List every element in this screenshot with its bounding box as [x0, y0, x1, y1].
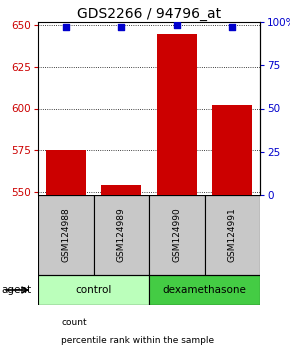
Bar [212, 105, 252, 195]
Bar [204, 195, 260, 275]
Bar [149, 275, 260, 305]
Text: count: count [61, 318, 87, 327]
Bar [46, 150, 86, 195]
Bar [101, 185, 141, 195]
Bar [149, 195, 204, 275]
Bar [157, 34, 197, 195]
Text: GSM124990: GSM124990 [172, 208, 181, 262]
Point [174, 23, 179, 28]
Point [119, 24, 124, 30]
Point [64, 24, 68, 30]
Bar [93, 195, 149, 275]
Text: GSM124989: GSM124989 [117, 208, 126, 262]
Text: agent: agent [1, 285, 32, 295]
Point [230, 24, 235, 30]
Text: GSM124988: GSM124988 [61, 208, 70, 262]
Title: GDS2266 / 94796_at: GDS2266 / 94796_at [77, 7, 221, 21]
Text: dexamethasone: dexamethasone [163, 285, 246, 295]
Bar [38, 195, 93, 275]
Text: percentile rank within the sample: percentile rank within the sample [61, 336, 214, 345]
Bar [38, 275, 149, 305]
Text: GSM124991: GSM124991 [228, 208, 237, 262]
Text: control: control [75, 285, 112, 295]
